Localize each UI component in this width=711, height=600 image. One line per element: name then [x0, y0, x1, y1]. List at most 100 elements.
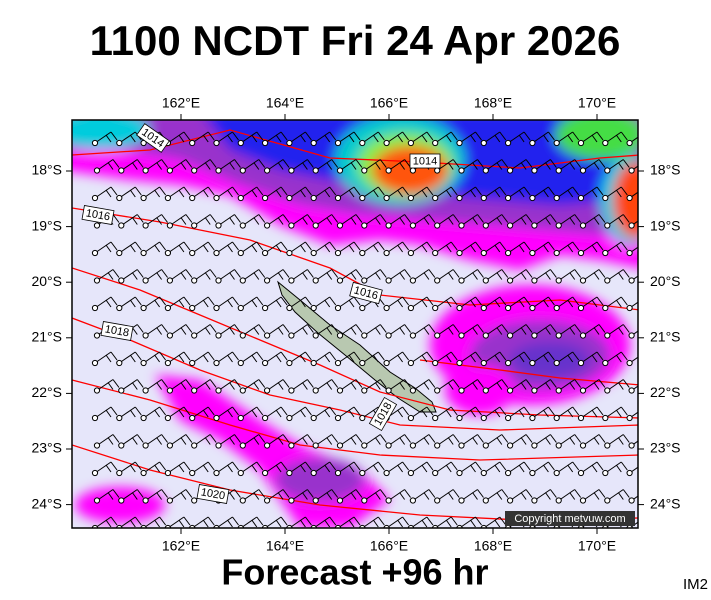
barb-staff [556, 406, 573, 419]
barb-feather [572, 131, 580, 141]
barb-station [458, 277, 465, 284]
barb-feather [591, 464, 598, 473]
barb-feather [350, 382, 357, 390]
barb-staff [191, 516, 209, 528]
barb-staff [580, 296, 598, 309]
barb-feather [234, 214, 241, 223]
barb-station [553, 414, 560, 422]
barb-feather [202, 464, 209, 473]
barb-station [213, 414, 220, 422]
barb-staff [145, 434, 162, 446]
barb-staff [461, 434, 478, 446]
barb-station [336, 442, 344, 449]
barb-staff [386, 241, 403, 254]
barb-staff [266, 159, 284, 171]
barb-station [166, 277, 173, 284]
barb-feather [542, 134, 549, 143]
barb-staff [580, 406, 598, 419]
barb-feather [428, 214, 436, 223]
barb-station [531, 222, 538, 229]
barb-station [604, 167, 611, 174]
barb-staff [362, 241, 379, 254]
barb-staff [94, 241, 112, 254]
barb-staff [436, 324, 454, 336]
barb-feather [331, 214, 339, 223]
barb-feather [472, 437, 478, 445]
barb-station [577, 304, 585, 312]
barb-feather [258, 214, 266, 223]
barb-feather [567, 299, 574, 308]
barb-staff [167, 296, 185, 309]
barb-staff [193, 159, 211, 171]
barb-feather [107, 272, 114, 280]
lat-label-right: 20°S [650, 273, 681, 289]
barb-feather [161, 159, 169, 168]
barb-feather [183, 241, 191, 251]
barb-feather [402, 516, 410, 526]
barb-staff [193, 324, 211, 336]
barb-staff [289, 461, 306, 474]
barb-feather [331, 434, 339, 443]
barb-station [505, 139, 512, 147]
barb-station [288, 442, 295, 449]
barb-staff [364, 489, 381, 501]
barb-feather [348, 134, 355, 143]
barb-station [91, 304, 99, 312]
barb-feather [110, 296, 118, 306]
barb-station [480, 139, 487, 147]
barb-feather [105, 244, 112, 253]
barb-staff [96, 489, 114, 501]
barb-station [529, 469, 536, 477]
barb-feather [131, 327, 138, 335]
barb-staff [337, 131, 355, 144]
barb-staff [167, 351, 185, 364]
barb-feather [598, 489, 606, 498]
barb-station [140, 304, 147, 312]
barb-staff [605, 241, 622, 254]
image-id: IM2 [683, 576, 708, 593]
barb-feather [301, 327, 308, 335]
barb-station [93, 222, 101, 229]
barb-feather [282, 324, 290, 333]
barb-feather [306, 214, 314, 223]
barb-station [116, 414, 123, 422]
barb-station [361, 332, 368, 339]
barb-feather [421, 244, 428, 253]
barb-feather [348, 409, 355, 418]
barb-feather [258, 379, 266, 388]
barb-feather [156, 492, 163, 500]
barb-feather [520, 437, 527, 445]
barb-station [116, 304, 123, 312]
barb-feather [277, 382, 284, 390]
barb-feather [280, 296, 288, 306]
barb-staff [315, 269, 332, 281]
barb-staff [607, 324, 624, 336]
barb-feather [477, 269, 484, 278]
barb-feather [234, 379, 241, 388]
isobar-label: 1014 [409, 153, 441, 169]
barb-feather [204, 382, 211, 390]
barb-staff [291, 324, 308, 336]
barb-feather [620, 296, 628, 306]
barb-staff [459, 351, 476, 364]
lat-label-left: 23°S [31, 440, 62, 456]
barb-feather [110, 131, 118, 141]
lat-label-right: 19°S [650, 217, 681, 233]
barb-feather [475, 406, 482, 416]
barb-feather [324, 464, 331, 473]
barb-feather [598, 159, 606, 168]
barb-staff [315, 434, 332, 446]
barb-staff [167, 461, 185, 474]
barb-staff [607, 379, 624, 391]
barb-staff [459, 406, 476, 419]
barb-staff [485, 324, 503, 336]
barb-feather [617, 437, 624, 445]
barb-feather [134, 241, 142, 251]
barb-feather [397, 189, 404, 198]
barb-staff [582, 159, 600, 171]
barb-station [312, 387, 319, 394]
lon-label-top: 166°E [370, 95, 408, 111]
barb-staff [264, 406, 282, 419]
barb-station [215, 277, 222, 284]
barb-feather [620, 461, 628, 471]
